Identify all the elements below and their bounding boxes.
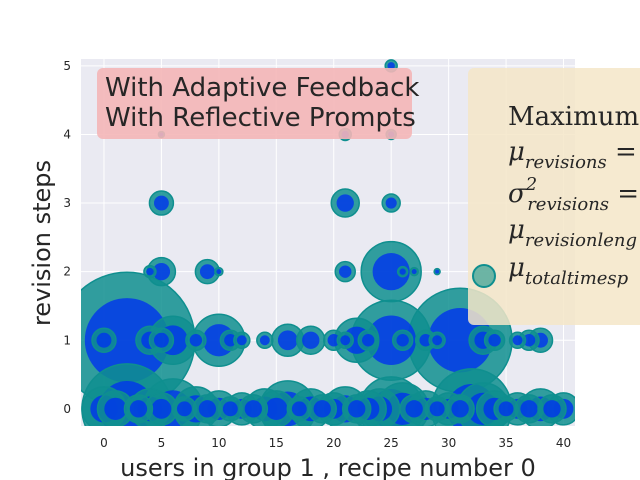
title-line-2: With Reflective Prompts [105, 103, 416, 133]
y-tick-label: 2 [63, 265, 71, 279]
data-point-inner [396, 334, 408, 346]
data-point-inner [499, 401, 514, 416]
data-point-inner [245, 400, 262, 417]
title-box: With Adaptive Feedback With Reflective P… [97, 68, 419, 139]
x-tick-label: 0 [100, 436, 108, 450]
y-tick-label: 4 [63, 127, 71, 141]
y-axis-label: revision steps [28, 160, 56, 326]
data-point-inner [177, 401, 192, 416]
data-point-inner [339, 265, 351, 277]
x-axis-label: users in group 1 , recipe number 0 [120, 454, 536, 480]
data-point-inner [400, 269, 406, 275]
data-point-inner [260, 335, 270, 345]
y-tick-label: 3 [63, 196, 71, 210]
data-point-inner [146, 268, 153, 275]
data-point-inner [199, 400, 216, 417]
x-tick-label: 30 [441, 436, 456, 450]
x-tick-label: 5 [158, 436, 166, 450]
data-point-inner [200, 264, 215, 279]
legend-title: Maximum r [508, 102, 640, 132]
data-point-inner [314, 400, 331, 417]
y-tick-label: 5 [63, 59, 71, 73]
data-point-inner [302, 332, 319, 349]
legend-marker [473, 265, 495, 287]
x-tick-label: 20 [326, 436, 341, 450]
data-point-inner [292, 401, 307, 416]
data-point-inner [386, 197, 397, 208]
data-point-inner [412, 269, 417, 274]
title-line-1: With Adaptive Feedback [105, 73, 419, 103]
data-point-inner [154, 333, 169, 348]
x-tick-label: 35 [498, 436, 513, 450]
data-point-inner [154, 196, 169, 211]
x-tick-label: 40 [556, 436, 571, 450]
data-point-inner [435, 270, 439, 274]
y-tick-label: 1 [63, 333, 71, 347]
y-tick-label: 0 [63, 402, 71, 416]
data-point-inner [488, 334, 500, 346]
data-point-inner [337, 194, 354, 211]
data-point-inner [278, 330, 298, 350]
x-tick-labels: 0 5 10 15 20 25 30 35 40 [100, 436, 571, 450]
y-tick-labels: 0 1 2 3 4 5 [63, 59, 71, 416]
data-point-inner [104, 398, 126, 420]
data-point-inner [513, 335, 523, 345]
data-point-inner [543, 400, 560, 417]
data-point-inner [265, 398, 287, 420]
data-point-inner [520, 400, 537, 417]
x-tick-label: 10 [211, 436, 226, 450]
data-point-inner [237, 335, 247, 345]
data-point-inner [340, 335, 350, 345]
data-point-inner [451, 400, 468, 417]
data-point-inner [430, 401, 445, 416]
data-point-inner [190, 334, 202, 346]
data-point-inner [151, 399, 171, 419]
data-point-inner [362, 334, 374, 346]
data-point-inner [216, 269, 221, 274]
data-point-inner [432, 335, 442, 345]
data-point-inner [405, 400, 422, 417]
data-point-inner [223, 401, 238, 416]
x-tick-label: 25 [384, 436, 399, 450]
data-point-inner [348, 400, 365, 417]
data-point-inner [97, 333, 112, 348]
x-tick-label: 15 [269, 436, 284, 450]
data-point-inner [130, 400, 147, 417]
